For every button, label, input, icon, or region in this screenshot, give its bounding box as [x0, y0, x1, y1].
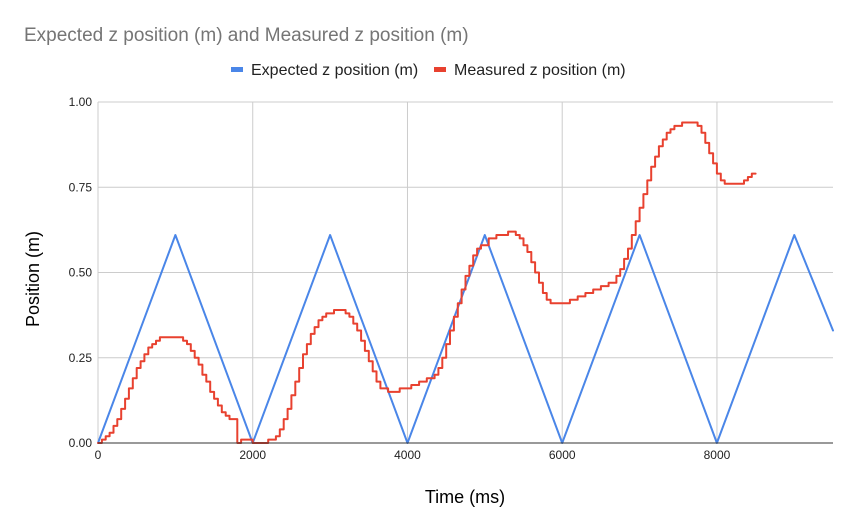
y-axis-ticks: 0.00 0.25 0.50 0.75 1.00 [69, 95, 93, 450]
x-axis-title: Time (ms) [425, 487, 505, 507]
series-layer [97, 121, 834, 444]
x-axis-ticks: 0 2000 4000 6000 8000 [95, 448, 731, 462]
y-axis-title: Position (m) [23, 231, 43, 327]
legend: Expected z position (m) Measured z posit… [231, 62, 626, 79]
x-tick-label: 6000 [549, 448, 576, 462]
x-tick-label: 2000 [239, 448, 266, 462]
series-line-measured [97, 121, 757, 444]
legend-label-expected: Expected z position (m) [251, 62, 418, 79]
y-tick-label: 0.00 [69, 436, 93, 450]
legend-label-measured: Measured z position (m) [454, 62, 626, 79]
legend-swatch-measured [434, 67, 446, 72]
y-tick-label: 0.50 [69, 266, 93, 280]
x-tick-label: 0 [95, 448, 102, 462]
gridlines [97, 101, 833, 443]
chart-title: Expected z position (m) and Measured z p… [24, 25, 469, 46]
series-line-expected [97, 234, 834, 444]
y-tick-label: 1.00 [69, 95, 93, 109]
x-tick-label: 4000 [394, 448, 421, 462]
y-tick-label: 0.75 [69, 180, 93, 194]
y-tick-label: 0.25 [69, 351, 93, 365]
x-tick-label: 8000 [704, 448, 731, 462]
legend-swatch-expected [231, 67, 243, 72]
